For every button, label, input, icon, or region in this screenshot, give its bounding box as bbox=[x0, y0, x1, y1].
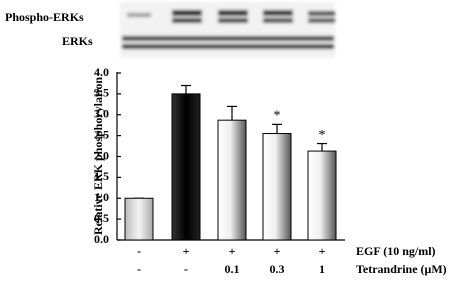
significance-mark: * bbox=[319, 128, 326, 143]
bar bbox=[307, 150, 337, 241]
condition-label: + bbox=[183, 244, 190, 258]
y-tick-label: 1.0 bbox=[94, 190, 109, 204]
y-tick-label: 1.5 bbox=[94, 169, 109, 183]
condition-label: 0.3 bbox=[270, 262, 285, 276]
condition-label: + bbox=[319, 244, 326, 258]
bar bbox=[217, 119, 247, 241]
condition-label: 1 bbox=[319, 262, 325, 276]
y-tick-label: 3.5 bbox=[94, 86, 109, 100]
bar bbox=[171, 93, 201, 241]
blot-image bbox=[120, 2, 335, 58]
y-tick-label: 2.0 bbox=[94, 148, 109, 162]
bar bbox=[262, 133, 292, 241]
condition-label: + bbox=[274, 244, 281, 258]
condition-name: Tetrandrine (μM) bbox=[356, 262, 447, 276]
condition-label: - bbox=[184, 262, 188, 276]
y-tick-label: 3.0 bbox=[94, 107, 109, 121]
condition-label: 0.1 bbox=[225, 262, 240, 276]
y-tick-label: 4.0 bbox=[94, 65, 109, 79]
blot-label: Phospho-ERKs bbox=[5, 10, 84, 24]
condition-label: + bbox=[229, 244, 236, 258]
y-tick-label: 0.5 bbox=[94, 211, 109, 225]
significance-mark: * bbox=[274, 109, 281, 124]
y-tick-label: 0.0 bbox=[94, 232, 109, 246]
y-axis-label: Relative ERK phosphorylation bbox=[91, 77, 105, 235]
condition-name: EGF (10 ng/ml) bbox=[356, 244, 436, 258]
y-tick-label: 2.5 bbox=[94, 127, 109, 141]
blot-label: ERKs bbox=[62, 34, 93, 48]
bar bbox=[124, 197, 154, 241]
condition-label: - bbox=[137, 244, 141, 258]
condition-label: - bbox=[137, 262, 141, 276]
